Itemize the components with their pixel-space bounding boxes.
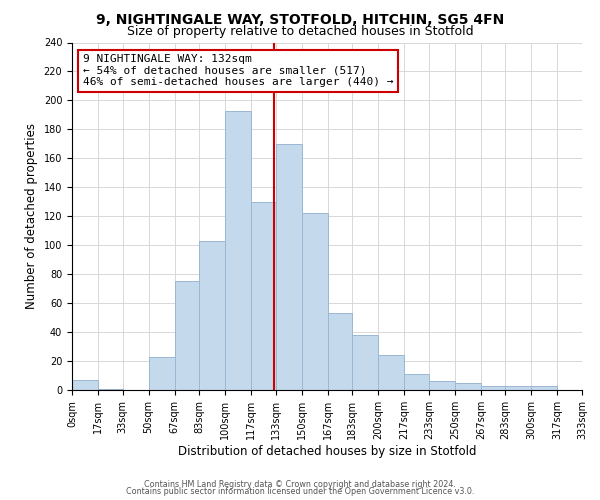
Bar	[328, 314, 352, 390]
Text: Size of property relative to detached houses in Stotfold: Size of property relative to detached ho…	[127, 25, 473, 38]
X-axis label: Distribution of detached houses by size in Stotfold: Distribution of detached houses by size …	[178, 444, 476, 458]
Text: Contains public sector information licensed under the Open Government Licence v3: Contains public sector information licen…	[126, 487, 474, 496]
Text: 9 NIGHTINGALE WAY: 132sqm
← 54% of detached houses are smaller (517)
46% of semi: 9 NIGHTINGALE WAY: 132sqm ← 54% of detac…	[83, 54, 393, 88]
Bar	[225, 110, 251, 390]
Bar	[149, 356, 175, 390]
Bar	[352, 335, 379, 390]
Bar	[505, 386, 532, 390]
Bar	[98, 388, 122, 390]
Bar	[429, 382, 455, 390]
Bar	[199, 241, 225, 390]
Bar	[275, 144, 302, 390]
Bar	[72, 380, 98, 390]
Bar	[302, 214, 328, 390]
Bar	[455, 383, 481, 390]
Text: 9, NIGHTINGALE WAY, STOTFOLD, HITCHIN, SG5 4FN: 9, NIGHTINGALE WAY, STOTFOLD, HITCHIN, S…	[96, 12, 504, 26]
Y-axis label: Number of detached properties: Number of detached properties	[25, 123, 38, 309]
Bar	[532, 386, 557, 390]
Bar	[251, 202, 275, 390]
Bar	[404, 374, 429, 390]
Text: Contains HM Land Registry data © Crown copyright and database right 2024.: Contains HM Land Registry data © Crown c…	[144, 480, 456, 489]
Bar	[481, 386, 505, 390]
Bar	[379, 355, 404, 390]
Bar	[175, 282, 199, 390]
